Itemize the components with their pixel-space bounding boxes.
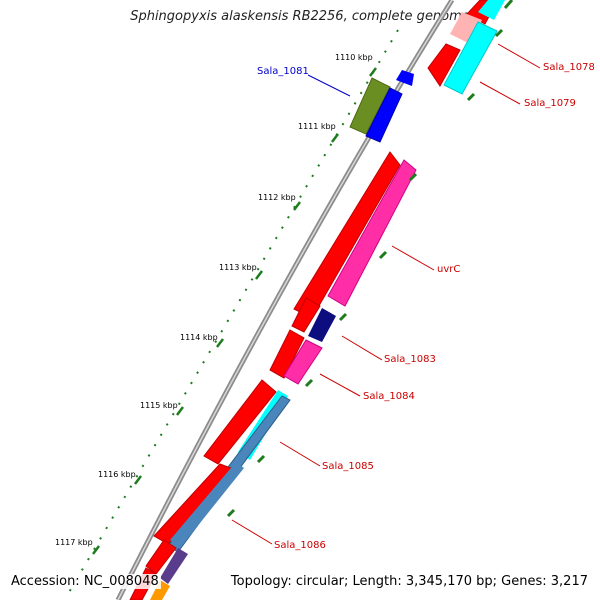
gene-label: Sala_1079: [524, 98, 576, 109]
gene-feature: [427, 43, 461, 87]
gene-tick: [256, 454, 266, 464]
gene-label: Sala_1078: [543, 62, 595, 73]
gene-feature: [283, 339, 323, 385]
kbp-label: 1116 kbp: [98, 470, 136, 479]
scale-tick: [176, 406, 184, 416]
gene-feature: [327, 159, 417, 307]
scale-tick: [331, 133, 339, 143]
scale-tick: [92, 545, 100, 555]
scale-tick: [369, 67, 377, 77]
scale-tick: [134, 475, 142, 485]
kbp-label: 1110 kbp: [335, 53, 373, 62]
callout-line: [279, 441, 321, 467]
kbp-label: 1117 kbp: [55, 538, 93, 547]
gene-labels: Sala_1081 Sala_1078 Sala_1079 uvrC Sala_…: [257, 62, 595, 551]
gene-feature: [308, 308, 336, 342]
kbp-label: 1113 kbp: [219, 263, 257, 272]
kbp-label: 1115 kbp: [140, 401, 178, 410]
gene-label: Sala_1086: [274, 540, 326, 551]
gene-tick: [304, 378, 314, 388]
gene-feature: [349, 77, 391, 135]
gene-feature: [269, 329, 305, 379]
scale-ticks: [92, 67, 377, 555]
gene-ticks: [226, 0, 514, 518]
gene-tick: [378, 250, 388, 260]
callout-line: [497, 43, 541, 69]
callout-line: [307, 74, 351, 97]
map-title: Sphingopyxis alaskensis RB2256, complete…: [130, 9, 470, 24]
gene-feature: [478, 0, 505, 20]
gene-tick: [503, 0, 514, 9]
callout-line: [391, 245, 435, 271]
genome-backbone-highlight: [117, 0, 453, 600]
kbp-labels: 1110 kbp 1111 kbp 1112 kbp 1113 kbp 1114…: [55, 53, 373, 547]
accession-text: Accession: NC_008048: [9, 574, 161, 589]
gene-tick: [466, 92, 476, 102]
kbp-label: 1111 kbp: [298, 122, 336, 131]
gene-feature: [365, 87, 403, 143]
callout-line: [479, 81, 521, 105]
gene-label: Sala_1083: [384, 354, 436, 365]
gene-tick: [408, 172, 418, 182]
gene-label: Sala_1081: [257, 66, 309, 77]
gene-tick: [226, 508, 236, 518]
gene-feature: [160, 548, 188, 584]
callout-line: [231, 519, 273, 545]
gene-feature: [150, 580, 170, 600]
callout-line: [341, 335, 383, 361]
summary-text: Topology: circular; Length: 3,345,170 bp…: [228, 574, 590, 589]
callout-line: [319, 373, 361, 397]
kbp-label: 1114 kbp: [180, 333, 218, 342]
gene-tick: [494, 28, 504, 38]
scale-tick: [216, 338, 224, 348]
gene-label: uvrC: [437, 264, 460, 275]
gene-feature: [203, 379, 277, 465]
gene-tick: [338, 312, 348, 322]
scale-tick: [255, 270, 263, 280]
scale-dots: [67, 29, 399, 595]
genome-backbone: [115, 0, 455, 600]
gene-feature: [443, 21, 498, 95]
gene-feature: [396, 70, 414, 86]
scale-tick: [293, 201, 301, 211]
gene-feature: [170, 462, 244, 548]
gene-features: [129, 0, 505, 600]
gene-label: Sala_1085: [322, 461, 374, 472]
gene-label: Sala_1084: [363, 391, 415, 402]
kbp-label: 1112 kbp: [258, 193, 296, 202]
gene-feature: [291, 297, 321, 333]
callout-lines: [231, 43, 541, 545]
